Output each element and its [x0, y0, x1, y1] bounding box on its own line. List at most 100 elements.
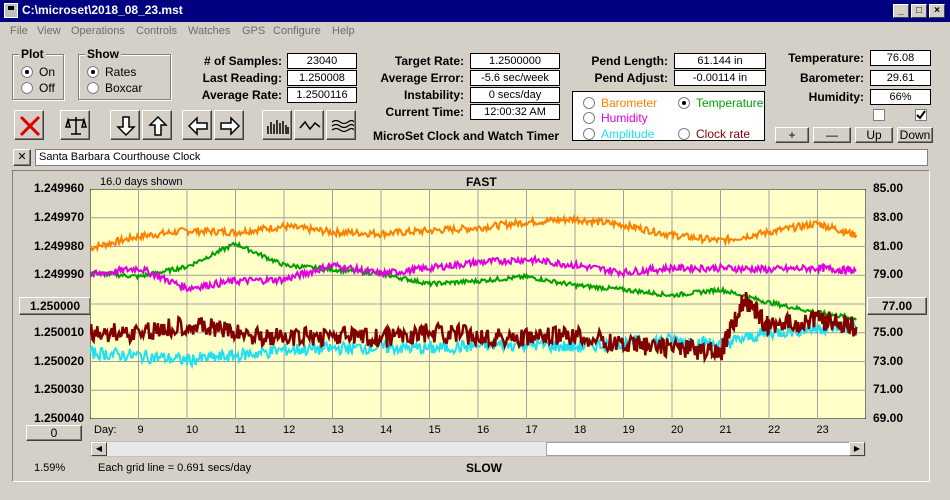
scroll-left-arrow-icon[interactable]: ◀: [91, 442, 107, 456]
series-group: [90, 213, 858, 370]
clear-button[interactable]: [14, 110, 44, 140]
radio-dot: [583, 112, 595, 124]
barometer-label: Barometer:: [799, 71, 864, 85]
plot-frame: [12, 170, 930, 482]
plot-groupbox: Plot On Off: [12, 47, 64, 100]
horizontal-scrollbar[interactable]: ◀ ▶: [90, 441, 866, 457]
radio-dot: [21, 82, 33, 94]
right-center-button[interactable]: 77.00: [867, 297, 927, 315]
humidity-field: 66%: [870, 89, 931, 105]
temperature-field: 76.08: [870, 50, 931, 66]
series-clock-rate-line: [90, 291, 858, 364]
show-groupbox: Show Rates Boxcar: [78, 47, 171, 100]
bottom-left-button[interactable]: 0: [26, 425, 82, 441]
arrow-right-button[interactable]: [214, 110, 244, 140]
multiwave-button[interactable]: [326, 110, 356, 140]
left-tick-label: 1.250030: [33, 382, 84, 397]
x-tick-label: 15: [428, 424, 441, 436]
x-tick-label: 11: [234, 424, 246, 436]
channel-clockrate-label: Clock rate: [696, 127, 751, 141]
red-x-icon: [19, 115, 41, 137]
scroll-right-arrow-icon[interactable]: ▶: [849, 442, 865, 456]
pend-length-label: Pend Length:: [591, 54, 668, 68]
menu-view[interactable]: View: [37, 25, 61, 37]
plot-group-title: Plot: [19, 47, 46, 61]
menu-file[interactable]: File: [10, 25, 28, 37]
right-tick-label: 75.00: [873, 324, 904, 339]
clock-name-input[interactable]: Santa Barbara Courthouse Clock: [35, 149, 928, 166]
show-rates-label: Rates: [105, 65, 137, 79]
arrow-down-icon: [116, 116, 136, 137]
channel-amplitude-label: Amplitude: [601, 127, 655, 141]
x-tick-label: 22: [768, 424, 781, 436]
arrow-down-button[interactable]: [110, 110, 140, 140]
plot-off-label: Off: [39, 81, 55, 95]
left-tick-label: 1.249980: [33, 238, 84, 253]
window-title: C:\microset\2018_08_23.mst: [22, 3, 183, 17]
x-tick-label: 18: [574, 424, 587, 436]
last-reading-label: Last Reading:: [202, 71, 282, 85]
checkbox-left[interactable]: [873, 109, 885, 121]
up-button[interactable]: Up: [855, 127, 893, 143]
percent-label: 1.59%: [34, 462, 66, 474]
arrow-left-button[interactable]: [182, 110, 212, 140]
menu-bar: File View Operations Controls Watches GP…: [0, 22, 950, 42]
average-rate-label: Average Rate:: [201, 88, 282, 102]
check-icon: [916, 110, 926, 120]
checkbox-right[interactable]: [915, 109, 927, 121]
left-tick-label: 1.249960: [33, 181, 84, 195]
grid-note: Each grid line = 0.691 secs/day: [98, 462, 252, 474]
app-icon: [4, 3, 18, 18]
radio-dot: [87, 82, 99, 94]
barometer-field: 29.61: [870, 70, 931, 86]
x-tick-label: 12: [283, 424, 296, 436]
x-tick-label: 13: [331, 424, 344, 436]
temperature-label: Temperature:: [788, 51, 864, 65]
plus-button[interactable]: +: [775, 127, 809, 143]
average-error-label: Average Error:: [380, 71, 464, 85]
balance-scale-icon: [65, 117, 87, 135]
slow-label: SLOW: [466, 461, 502, 475]
right-tick-label: 73.00: [873, 353, 904, 368]
left-center-button[interactable]: 1.250000: [19, 297, 91, 315]
channel-humidity-label: Humidity: [601, 111, 648, 125]
x-tick-label: 19: [622, 424, 635, 436]
multiwave-icon: [331, 119, 354, 133]
radio-dot: [583, 128, 595, 140]
left-tick-label: 1.250010: [33, 324, 84, 339]
close-button[interactable]: ×: [929, 4, 945, 18]
maximize-button[interactable]: □: [911, 4, 927, 18]
left-tick-label: 1.250020: [33, 353, 84, 368]
x-tick-label: 14: [380, 424, 393, 436]
plot-on-label: On: [39, 65, 56, 79]
down-button[interactable]: Down: [897, 127, 933, 143]
channel-barometer-label: Barometer: [601, 96, 658, 110]
menu-watches[interactable]: Watches: [188, 25, 231, 37]
menu-configure[interactable]: Configure: [273, 25, 321, 37]
close-clock-button[interactable]: ✕: [13, 149, 31, 166]
minus-button[interactable]: —: [813, 127, 851, 143]
menu-operations[interactable]: Operations: [71, 25, 125, 37]
balance-button[interactable]: [60, 110, 90, 140]
pend-adjust-label: Pend Adjust:: [594, 71, 668, 85]
series-temperature-line: [90, 240, 857, 322]
series-humidity-line: [90, 254, 857, 293]
samples-label: # of Samples:: [203, 54, 282, 68]
channel-temperature-label: Temperature: [696, 96, 764, 110]
scroll-thumb[interactable]: [546, 442, 851, 456]
arrow-up-button[interactable]: [142, 110, 172, 140]
menu-gps[interactable]: GPS: [242, 25, 266, 37]
humidity-label: Humidity:: [808, 90, 864, 104]
days-shown: 16.0 days shown: [100, 176, 183, 188]
wave-button[interactable]: [294, 110, 324, 140]
radio-dot: [21, 66, 33, 78]
last-reading-field: 1.250008: [287, 70, 357, 86]
target-rate-field: 1.2500000: [470, 53, 560, 69]
minimize-button[interactable]: _: [893, 4, 909, 18]
radio-dot: [87, 66, 99, 78]
menu-controls[interactable]: Controls: [136, 25, 177, 37]
rate-chart: [90, 189, 866, 419]
histogram-button[interactable]: [262, 110, 292, 140]
instability-label: Instability:: [403, 88, 464, 102]
menu-help[interactable]: Help: [332, 25, 355, 37]
